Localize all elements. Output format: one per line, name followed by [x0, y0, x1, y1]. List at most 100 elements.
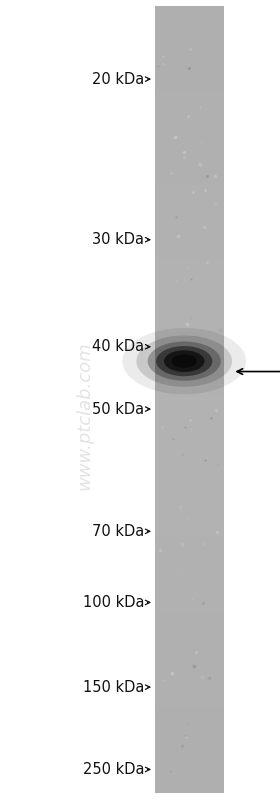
Bar: [155, 677, 224, 680]
Bar: [155, 729, 224, 733]
Bar: [155, 624, 224, 627]
Bar: [155, 142, 224, 145]
Bar: [155, 661, 224, 664]
Bar: [155, 89, 224, 93]
Bar: [155, 110, 224, 113]
Bar: [155, 189, 224, 193]
Bar: [155, 276, 224, 279]
Bar: [155, 393, 224, 397]
Bar: [155, 666, 224, 670]
Ellipse shape: [136, 336, 232, 387]
Bar: [155, 226, 224, 229]
Bar: [155, 113, 224, 117]
Bar: [155, 587, 224, 590]
Bar: [155, 153, 224, 156]
Bar: [155, 372, 224, 376]
Bar: [155, 92, 224, 96]
Bar: [155, 611, 224, 614]
Bar: [155, 781, 224, 785]
Bar: [155, 538, 224, 541]
Bar: [155, 270, 224, 274]
Bar: [155, 8, 224, 12]
Bar: [155, 210, 224, 213]
Bar: [155, 124, 224, 127]
Bar: [155, 409, 224, 412]
Bar: [155, 131, 224, 135]
Bar: [155, 768, 224, 772]
Ellipse shape: [122, 328, 246, 395]
Bar: [155, 598, 224, 602]
Bar: [155, 626, 224, 630]
Bar: [155, 663, 224, 667]
Bar: [155, 692, 224, 696]
Bar: [155, 687, 224, 690]
Bar: [155, 721, 224, 725]
Bar: [155, 312, 224, 316]
Bar: [155, 202, 224, 205]
Text: 40 kDa: 40 kDa: [92, 340, 144, 354]
Bar: [155, 718, 224, 721]
Bar: [155, 637, 224, 641]
Bar: [155, 391, 224, 394]
Bar: [155, 30, 224, 33]
Bar: [155, 745, 224, 748]
Bar: [155, 215, 224, 219]
Bar: [155, 257, 224, 260]
Bar: [155, 522, 224, 525]
Bar: [155, 726, 224, 729]
Bar: [155, 559, 224, 562]
Bar: [155, 546, 224, 549]
Bar: [155, 118, 224, 121]
Bar: [155, 509, 224, 512]
Bar: [155, 121, 224, 125]
Bar: [155, 548, 224, 551]
Bar: [155, 71, 224, 74]
Bar: [155, 66, 224, 70]
Bar: [155, 427, 224, 431]
Bar: [155, 307, 224, 310]
Bar: [155, 446, 224, 449]
Bar: [155, 268, 224, 271]
Bar: [155, 737, 224, 740]
Bar: [155, 108, 224, 111]
Bar: [155, 776, 224, 780]
Bar: [155, 280, 224, 284]
Bar: [155, 423, 224, 426]
Bar: [155, 464, 224, 467]
Text: 250 kDa: 250 kDa: [83, 762, 144, 777]
Bar: [155, 247, 224, 250]
Bar: [155, 134, 224, 137]
Bar: [155, 233, 224, 237]
Bar: [155, 294, 224, 297]
Bar: [155, 724, 224, 727]
Bar: [155, 84, 224, 88]
Bar: [155, 451, 224, 455]
Bar: [155, 438, 224, 441]
Bar: [155, 564, 224, 567]
Bar: [155, 163, 224, 166]
Bar: [155, 137, 224, 140]
Bar: [155, 501, 224, 504]
Bar: [155, 239, 224, 242]
Bar: [155, 399, 224, 402]
Bar: [155, 344, 224, 347]
Bar: [155, 674, 224, 678]
Bar: [155, 32, 224, 35]
Bar: [155, 419, 224, 423]
Bar: [155, 671, 224, 674]
Bar: [155, 495, 224, 499]
Bar: [155, 582, 224, 586]
Bar: [155, 425, 224, 428]
Bar: [155, 292, 224, 295]
Bar: [155, 47, 224, 51]
Bar: [155, 716, 224, 719]
Bar: [155, 50, 224, 54]
Bar: [155, 6, 224, 9]
Bar: [155, 543, 224, 547]
Bar: [155, 645, 224, 649]
Bar: [155, 11, 224, 14]
Bar: [155, 368, 224, 371]
Bar: [155, 475, 224, 478]
Bar: [155, 87, 224, 90]
Bar: [155, 218, 224, 221]
